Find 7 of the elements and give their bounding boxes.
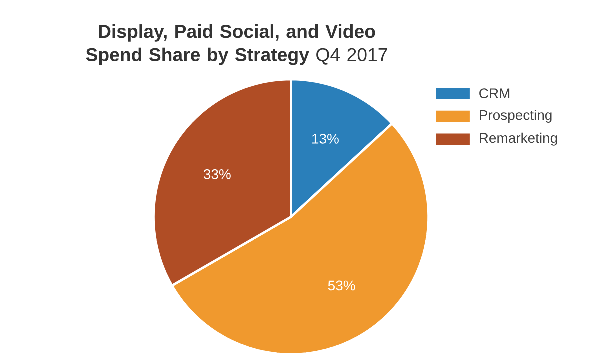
chart-title: Display, Paid Social, and Video Spend Share by Strategy Q4 2017 [86,24,388,66]
data-label: 13% [312,134,339,144]
data-label: 33% [204,169,231,180]
data-label: 53% [328,280,356,291]
legend-label: Prospecting [480,110,552,123]
legend-label: Remarketing [480,132,558,146]
legend-label: CRM [480,88,510,98]
